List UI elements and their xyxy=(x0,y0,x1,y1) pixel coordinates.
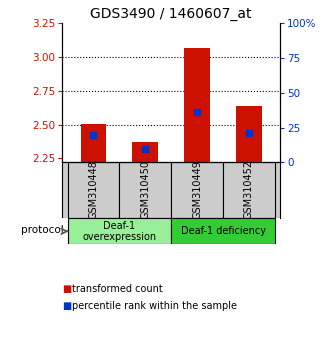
Text: transformed count: transformed count xyxy=(72,284,163,293)
Text: Deaf-1
overexpression: Deaf-1 overexpression xyxy=(82,221,156,242)
Bar xyxy=(68,162,119,218)
Bar xyxy=(236,106,262,162)
Text: GSM310452: GSM310452 xyxy=(244,160,254,219)
Bar xyxy=(171,218,275,245)
Bar xyxy=(68,218,171,245)
Bar xyxy=(171,162,223,218)
Title: GDS3490 / 1460607_at: GDS3490 / 1460607_at xyxy=(91,7,252,21)
Bar xyxy=(223,162,275,218)
Text: GSM310449: GSM310449 xyxy=(192,160,202,219)
Bar xyxy=(184,48,210,162)
Text: ■: ■ xyxy=(62,301,72,311)
Text: Deaf-1 deficiency: Deaf-1 deficiency xyxy=(180,226,266,236)
Text: ■: ■ xyxy=(62,284,72,293)
Text: percentile rank within the sample: percentile rank within the sample xyxy=(72,301,237,311)
Bar xyxy=(119,162,171,218)
Text: GSM310450: GSM310450 xyxy=(140,160,150,219)
Bar xyxy=(81,124,107,162)
Text: GSM310448: GSM310448 xyxy=(89,160,99,219)
Bar xyxy=(132,142,158,162)
Text: protocol: protocol xyxy=(21,225,63,235)
